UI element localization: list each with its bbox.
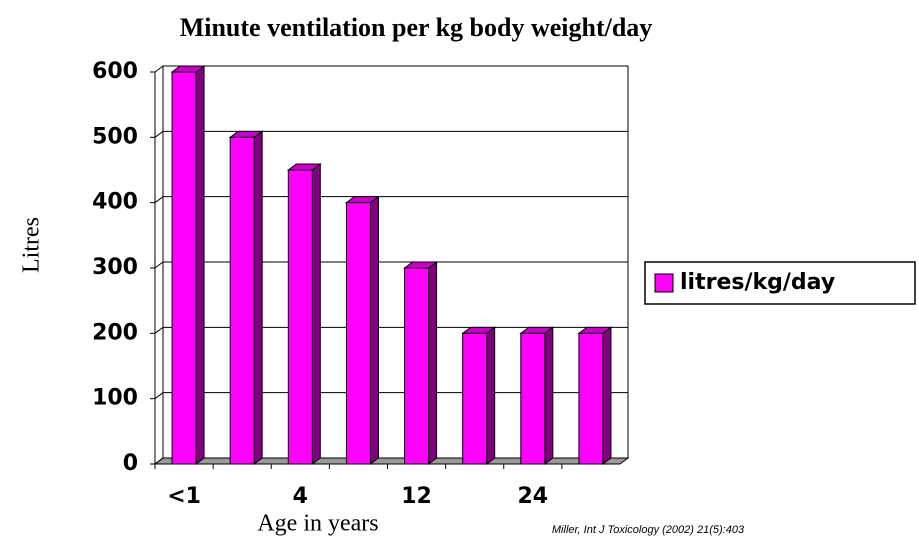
bar — [229, 136, 255, 465]
bar — [171, 71, 197, 465]
bar — [578, 332, 604, 465]
bar-side — [428, 261, 438, 465]
bar-side — [253, 130, 263, 465]
legend-box — [644, 261, 916, 305]
y-axis-label: Litres — [19, 217, 45, 273]
grid-line — [154, 196, 628, 204]
bar-side — [486, 326, 496, 465]
y-tick-label: 0 — [123, 451, 138, 476]
legend-label: litres/kg/day — [680, 270, 835, 295]
bar — [287, 169, 313, 465]
y-tick-label: 100 — [92, 386, 138, 411]
grid-line — [154, 130, 628, 138]
bar-side — [311, 163, 321, 465]
x-tick-label: 24 — [518, 484, 549, 509]
y-tick-label: 500 — [92, 124, 138, 149]
y-tick-label: 400 — [92, 190, 138, 215]
floor — [153, 457, 630, 465]
bar-side — [195, 65, 205, 465]
bar — [462, 332, 488, 465]
grid-line — [154, 261, 628, 269]
x-tick-label: 4 — [293, 484, 308, 509]
x-tick-label: <1 — [167, 484, 201, 509]
bar-side — [369, 195, 379, 465]
y-tick-label: 600 — [92, 59, 138, 84]
x-axis-label: Age in years — [257, 511, 378, 537]
x-tick-label: 12 — [401, 484, 432, 509]
bar-side — [602, 326, 612, 465]
legend-swatch — [654, 273, 674, 293]
source-note: Miller, Int J Toxicology (2002) 21(5):40… — [552, 524, 745, 536]
bar-side — [544, 326, 554, 465]
bar — [520, 332, 546, 465]
bar — [404, 267, 430, 465]
chart-title: Minute ventilation per kg body weight/da… — [180, 13, 653, 42]
y-tick-label: 300 — [92, 255, 138, 280]
bar — [345, 202, 371, 465]
y-tick-label: 200 — [92, 320, 138, 345]
grid-line — [154, 65, 628, 73]
